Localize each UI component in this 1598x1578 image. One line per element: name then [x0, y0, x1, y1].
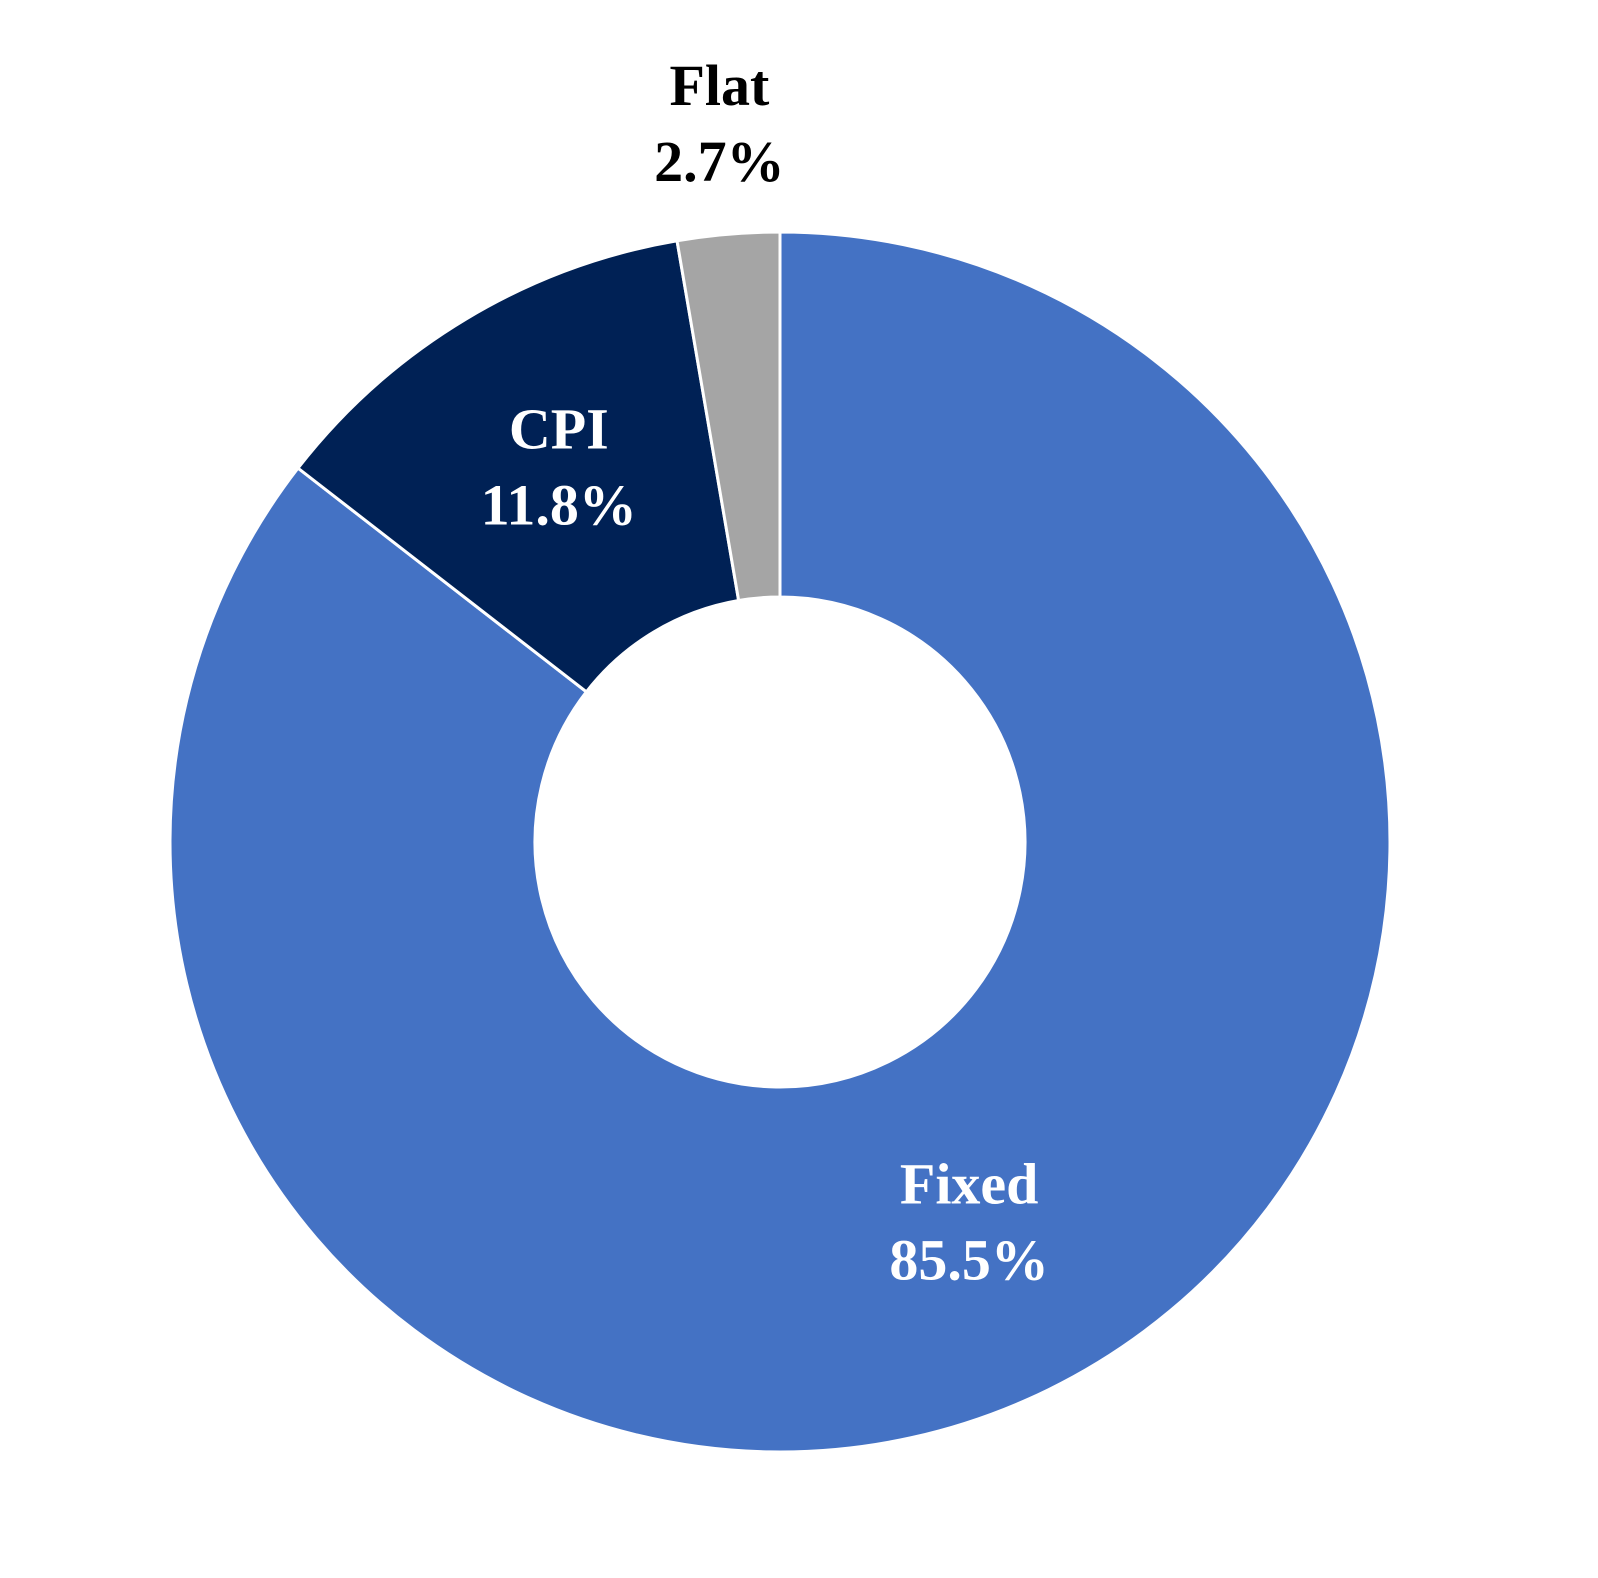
slice-label: Fixed — [900, 1151, 1039, 1216]
slice-label: CPI — [509, 397, 609, 462]
slice — [295, 239, 741, 694]
slice-label: Flat — [669, 53, 770, 118]
value-label: 85.5% — [889, 1227, 1049, 1292]
slice — [168, 230, 1392, 1454]
slice — [675, 230, 782, 603]
value-label: 11.8% — [481, 473, 637, 538]
value-label: 2.7% — [654, 129, 785, 194]
